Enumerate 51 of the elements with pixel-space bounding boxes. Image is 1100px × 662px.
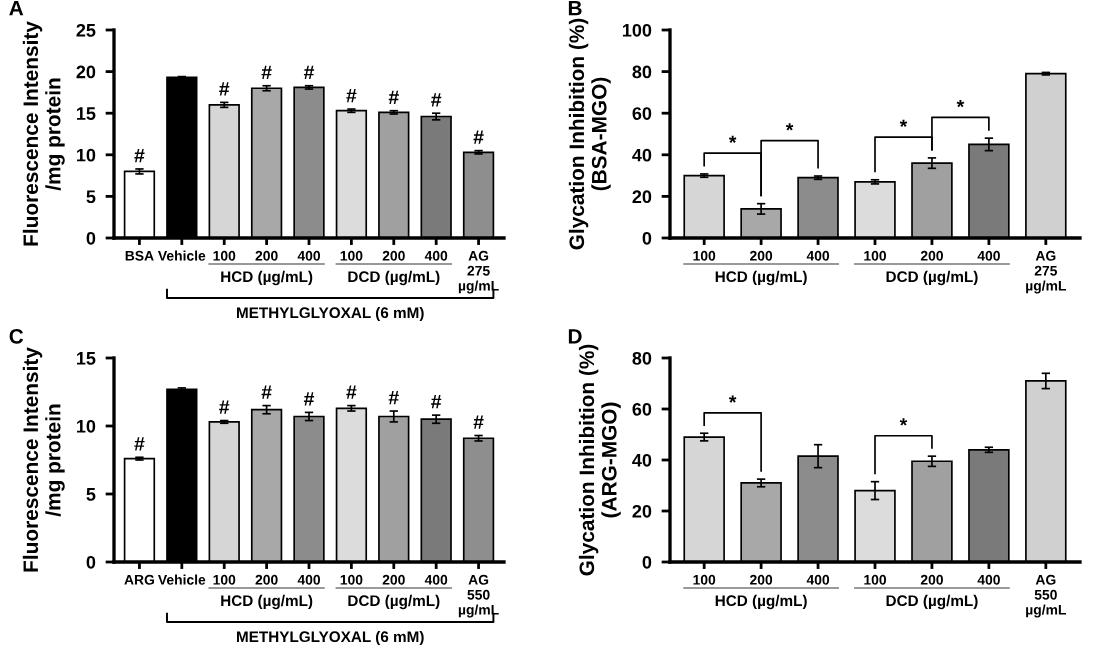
y-axis-title: Glycation Inhibition (%) (ARG-MGO)	[578, 344, 621, 576]
annotation: *	[785, 123, 794, 131]
data-label: #	[303, 392, 315, 406]
data-label: #	[303, 65, 315, 79]
y-axis-title: Fluorescence Intensity /mg protein	[22, 347, 65, 572]
data-label: #	[219, 400, 230, 414]
y-axis-title: Glycation Inhibition (%) (BSA-MGO)	[568, 18, 611, 250]
y-tick-label: 80	[632, 351, 652, 365]
data-label: #	[134, 148, 145, 163]
data-label: #	[261, 385, 272, 399]
y-tick-label: 100	[622, 23, 652, 37]
y-tick-label: 5	[86, 190, 96, 204]
y-axis-title: Fluorescence Intensity /mg protein	[22, 21, 65, 246]
data-label: #	[134, 437, 145, 451]
y-tick-label: 0	[642, 555, 652, 569]
y-tick-label: 60	[632, 107, 652, 120]
data-label: #	[473, 130, 484, 144]
y-tick-label: 20	[632, 504, 652, 518]
data-label: #	[346, 88, 357, 103]
data-label: #	[473, 415, 484, 429]
y-tick-label: 0	[86, 555, 96, 569]
y-tick-label: 40	[632, 148, 652, 162]
y-tick-label: 20	[76, 65, 96, 79]
chart-title: C	[9, 328, 24, 344]
chart-title: D	[568, 329, 582, 344]
data-label: #	[346, 385, 357, 399]
y-tick-label: 15	[77, 107, 96, 120]
chart-title: A	[9, 0, 24, 16]
y-tick-label: 10	[77, 148, 96, 162]
y-tick-label: 60	[632, 402, 652, 416]
y-tick-label: 80	[632, 65, 652, 79]
annotation: *	[899, 418, 908, 426]
data-label: #	[431, 395, 442, 409]
y-tick-label: 20	[632, 190, 652, 204]
annotation: *	[956, 99, 965, 108]
y-tick-label: 40	[632, 453, 652, 467]
y-tick-label: 25	[76, 23, 96, 37]
y-tick-label: 5	[86, 488, 96, 501]
y-tick-label: 0	[86, 231, 96, 245]
y-tick-label: 10	[77, 419, 96, 433]
y-tick-label: 0	[642, 231, 652, 245]
annotation: *	[899, 119, 908, 127]
annotation: *	[728, 135, 737, 143]
data-label: #	[388, 390, 399, 405]
chart-title: B	[568, 0, 582, 16]
annotation: *	[728, 395, 737, 403]
data-label: #	[219, 82, 230, 96]
data-label: #	[261, 65, 272, 79]
data-label: #	[431, 93, 442, 107]
y-tick-label: 15	[77, 352, 96, 365]
data-label: #	[388, 90, 399, 104]
